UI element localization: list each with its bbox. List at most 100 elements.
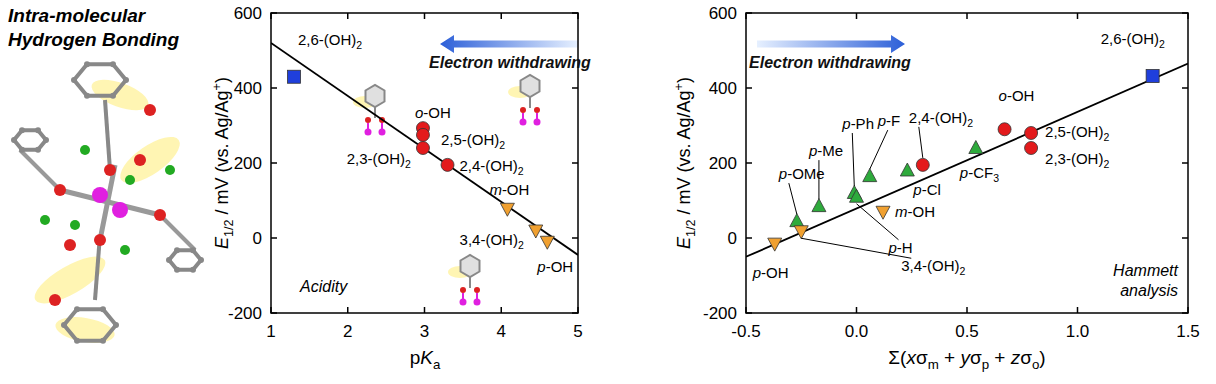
text-run: 3 [993,172,999,184]
oxygen [54,184,66,196]
metal [534,119,541,126]
y-tick [572,12,578,14]
bond [469,277,471,288]
text-run: -Ph [851,115,874,132]
text-run: 2 [518,239,524,251]
data-point [416,142,429,155]
bond [529,97,531,108]
y-tick [1182,87,1188,89]
x-tick-label: 3 [420,322,429,341]
text-run: p [877,112,886,129]
annotation: Electron withdrawing [749,54,911,71]
data-point [768,238,782,251]
text-run: 2,5-(OH) [441,131,499,148]
text-run: m [895,203,908,220]
text-run: σ [1020,347,1032,368]
ring [64,309,116,341]
atom [110,61,116,67]
ring [521,75,540,97]
x-tick-label: -0.5 [731,322,760,341]
text-run: Σ( [888,347,907,368]
text-run: p [982,357,989,372]
text-run: 2 [1103,131,1109,143]
text-run: p [778,165,787,182]
point-label: 2,3-(OH)2 [347,150,411,170]
text-run: o [415,104,423,121]
bond [160,215,195,250]
point-label: 2,6-(OH)2 [1101,30,1165,50]
fit-line [271,43,578,255]
oxygen [94,234,106,246]
x-tick-label: 0.0 [845,322,869,341]
text-run: -H [897,239,913,256]
bond [381,123,383,129]
data-point [288,70,301,83]
bond [462,293,464,299]
x-tick-label: 1 [266,322,275,341]
leader-line [852,133,854,186]
point-label: 2,5-(OH)2 [441,131,505,151]
oxygen [144,104,156,116]
x-tick [270,307,272,313]
point-label: p-OH [752,264,789,281]
y-tick [572,87,578,89]
data-point [441,158,454,171]
text-run: -OH [423,104,451,121]
ring [461,255,480,277]
point-label: m-OH [895,203,935,220]
text-run: m [928,357,939,372]
y-tick-label: 0 [728,229,737,248]
text-run: m [489,181,502,198]
text-run: 2,4-(OH) [460,157,518,174]
text-run: o [999,87,1007,104]
metal [474,299,481,306]
text-run: 2,6-(OH) [298,31,356,48]
chlorine [40,215,50,225]
point-label: 3,4-(OH)2 [460,231,524,251]
y-tick [1182,237,1188,239]
point-label: 3,4-(OH)2 [901,257,965,277]
x-tick [966,13,968,19]
point-label: p-Ph [841,115,874,132]
annotation: Hammettanalysis [1113,262,1178,299]
text-run: 2,5-(OH) [1045,123,1103,140]
plot-frame [746,13,1188,313]
text-run: + [672,83,686,90]
ring [169,250,201,269]
y-tick [1182,162,1188,164]
x-axis-label: pKa [410,347,441,372]
atom [190,247,196,253]
metal [520,119,527,126]
text-run: ) [212,77,232,83]
y-tick-label: 200 [234,154,262,173]
atom [100,338,106,344]
x-axis-label: Σ(xσm + yσp + zσo) [888,347,1045,372]
text-run: + [989,347,1011,368]
x-tick-label: 5 [573,322,582,341]
text-run: -F [886,112,900,129]
point-label: p-OH [536,258,573,275]
x-tick [1077,13,1079,19]
atom [166,257,172,263]
y-tick-label: 400 [709,79,737,98]
text-run: -OH [546,258,574,275]
text-run: / mV (vs. Ag/Ag [674,90,694,219]
y-tick-label: -200 [703,304,737,323]
y-tick-label: 400 [234,79,262,98]
data-point [790,214,804,227]
fit-line [746,64,1188,257]
text-run: 2,3-(OH) [1045,150,1103,167]
atom [19,127,25,133]
atom [110,93,116,99]
point-label: 2,3-(OH)2 [1045,150,1109,170]
y-tick [746,237,752,239]
point-label: p-CF3 [959,164,999,184]
text-run: 2 [1159,38,1165,50]
x-tick [424,307,426,313]
x-tick [577,13,579,19]
text-run: -OH [761,264,789,281]
point-label: p-OMe [778,165,825,182]
text-run: 2,6-(OH) [1101,30,1159,47]
text-run: 2,4-(OH) [909,109,967,126]
point-label: 2,5-(OH)2 [1045,123,1109,143]
